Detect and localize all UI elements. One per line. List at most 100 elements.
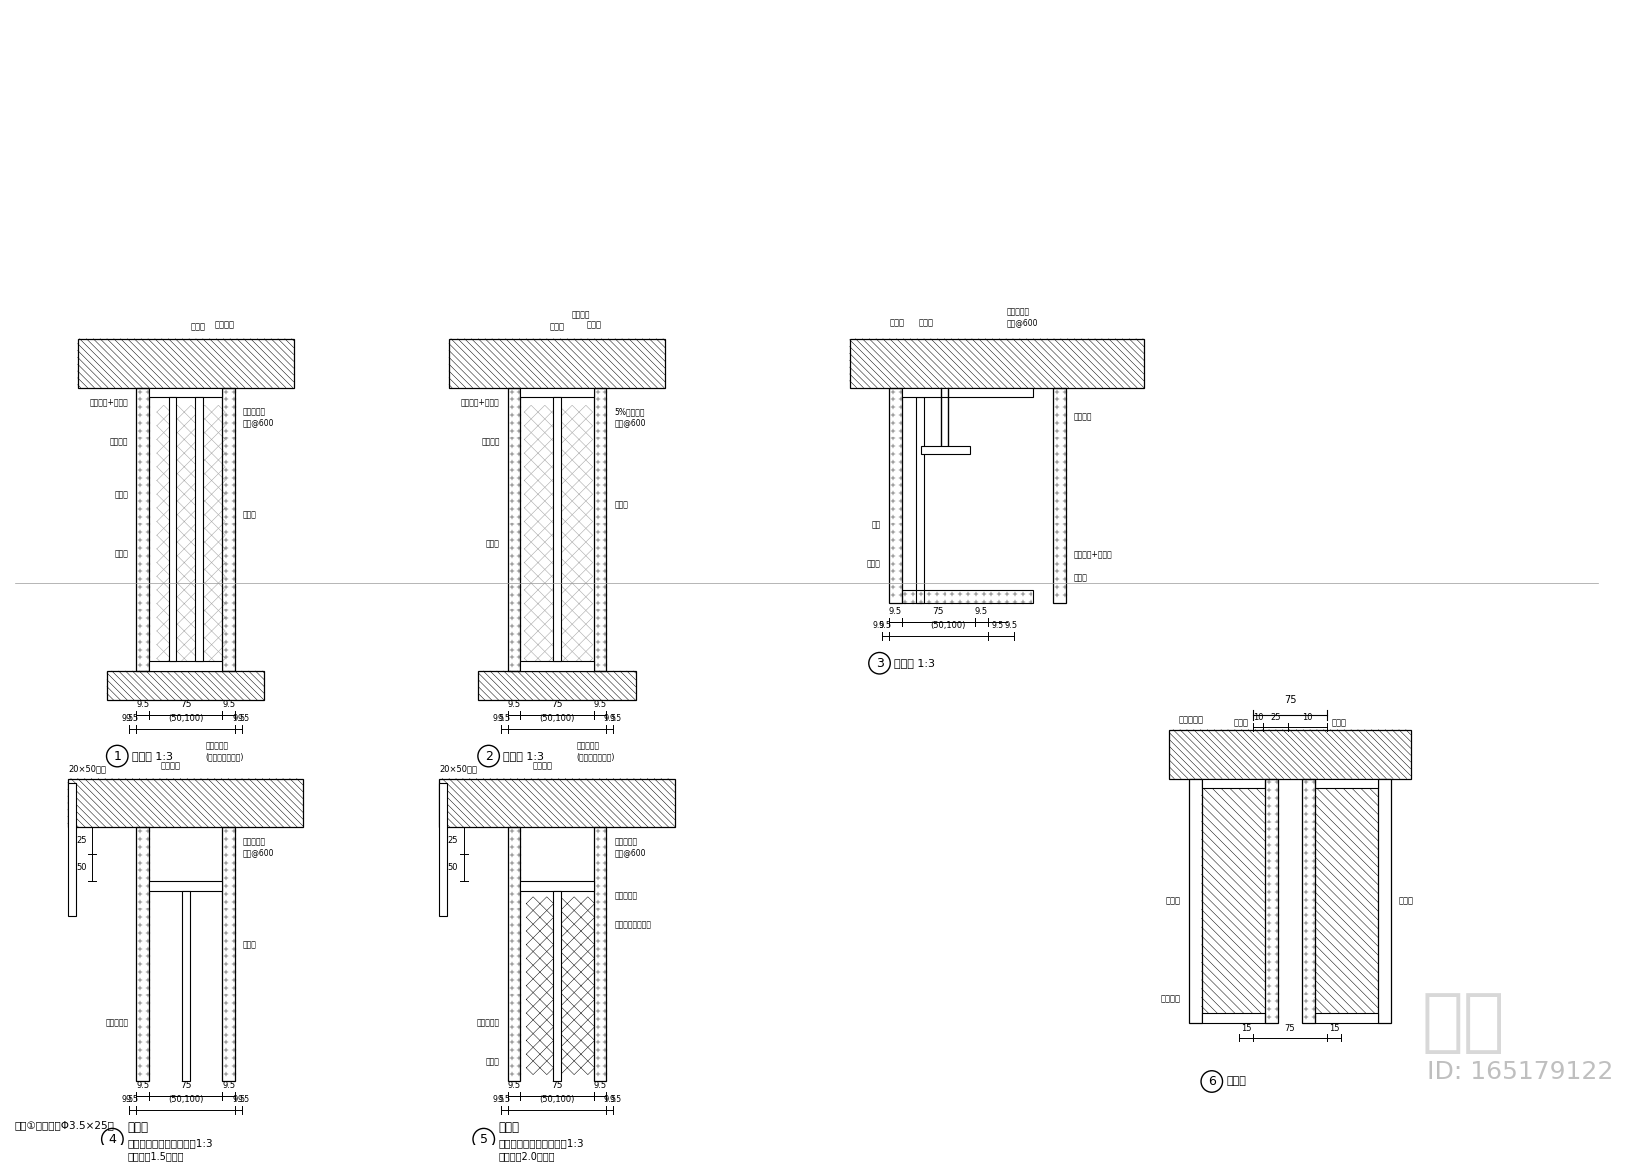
Text: ID: 165179122: ID: 165179122: [1427, 1060, 1613, 1083]
Text: 知末: 知末: [1422, 989, 1505, 1057]
Text: 9.5: 9.5: [137, 1081, 150, 1090]
Text: 75: 75: [552, 700, 562, 709]
Text: 活顶龙子: 活顶龙子: [572, 310, 590, 319]
Text: 4: 4: [109, 1132, 117, 1145]
Text: 密封胶: 密封胶: [918, 318, 934, 327]
Text: 9.5: 9.5: [1004, 621, 1017, 630]
Text: (50,100): (50,100): [168, 1095, 203, 1104]
Text: 隔音板填夹
(耐火、隔音要求): 隔音板填夹 (耐火、隔音要求): [577, 742, 615, 761]
Bar: [478, 671, 636, 700]
Text: 扩边条: 扩边条: [1233, 719, 1249, 727]
Text: 9.5: 9.5: [603, 1095, 616, 1104]
Text: 9.5: 9.5: [888, 607, 901, 616]
Text: 9.5: 9.5: [992, 621, 1004, 630]
Text: 5%螺螺栓或
射钉@600: 5%螺螺栓或 射钉@600: [615, 408, 646, 426]
Text: 6: 6: [1208, 1075, 1216, 1088]
Text: 吊顶: 吊顶: [872, 520, 882, 529]
Bar: [137, 827, 148, 1081]
Text: 20×50角钢: 20×50角钢: [68, 764, 105, 774]
Text: 耐火石膏板: 耐火石膏板: [105, 1018, 129, 1028]
Text: 9.5: 9.5: [508, 1081, 521, 1090]
Text: 9.5: 9.5: [237, 714, 250, 722]
Text: (50,100): (50,100): [539, 1095, 575, 1104]
Bar: [850, 339, 1144, 388]
Text: 泡音遮板夹
(耐火、隔音要求): 泡音遮板夹 (耐火、隔音要求): [206, 742, 244, 761]
Text: 5: 5: [480, 1132, 488, 1145]
Bar: [137, 388, 148, 671]
Text: 9.5: 9.5: [237, 1095, 250, 1104]
Text: 顶部允许相对偏移（一）1:3: 顶部允许相对偏移（一）1:3: [127, 1138, 213, 1148]
Bar: [901, 388, 1033, 397]
Text: 75: 75: [552, 1081, 562, 1090]
Bar: [440, 778, 674, 827]
Text: 耐火石膏板: 耐火石膏板: [476, 1018, 499, 1028]
Text: 石膏板: 石膏板: [867, 559, 882, 569]
Bar: [1315, 778, 1378, 789]
Text: 密封胶: 密封胶: [587, 320, 602, 329]
Text: 9.5: 9.5: [122, 1095, 133, 1104]
Text: 吊顶龙骨: 吊顶龙骨: [1073, 412, 1093, 422]
Text: 3: 3: [875, 657, 883, 670]
Bar: [222, 388, 236, 671]
Text: 10: 10: [1252, 713, 1264, 722]
Bar: [921, 446, 971, 454]
Text: 9.5: 9.5: [610, 714, 621, 722]
Text: 10: 10: [1302, 713, 1312, 722]
Text: 9.5: 9.5: [122, 714, 133, 722]
Bar: [1188, 778, 1201, 1023]
Text: 接缝音: 接缝音: [191, 322, 206, 331]
Text: 浮支龙骨: 浮支龙骨: [214, 320, 236, 329]
Text: 9.5: 9.5: [603, 714, 616, 722]
Text: 1: 1: [114, 749, 122, 763]
Text: 75: 75: [1284, 696, 1297, 705]
Bar: [1315, 1014, 1378, 1023]
Text: 9.5: 9.5: [125, 714, 138, 722]
Text: 9.5: 9.5: [137, 700, 150, 709]
Bar: [77, 339, 293, 388]
Text: （耐火板1.5小时）: （耐火板1.5小时）: [127, 1151, 183, 1160]
Text: 石膏板: 石膏板: [486, 539, 499, 549]
Text: 密上胶: 密上胶: [890, 318, 905, 327]
Text: 25: 25: [1271, 713, 1280, 722]
Text: 9.5: 9.5: [498, 1095, 511, 1104]
Text: 接缝纸带+接缝音: 接缝纸带+接缝音: [1073, 549, 1112, 558]
Text: 20×50角钢: 20×50角钢: [440, 764, 478, 774]
Text: 剖面图: 剖面图: [127, 1121, 148, 1134]
Bar: [448, 339, 666, 388]
Bar: [1170, 729, 1411, 778]
Text: 竖缝勇所以上穿斯: 竖缝勇所以上穿斯: [615, 920, 651, 930]
Text: 9.5: 9.5: [493, 1095, 504, 1104]
Text: 9.5: 9.5: [498, 714, 511, 722]
Text: 注：①螺钉采用Φ3.5×25。: 注：①螺钉采用Φ3.5×25。: [15, 1121, 114, 1130]
Text: 膨胀螺栓或
射钉@600: 膨胀螺栓或 射钉@600: [242, 408, 274, 426]
Text: 75: 75: [180, 1081, 191, 1090]
Text: 泡音龙骨: 泡音龙骨: [532, 762, 552, 771]
Text: 扩边条: 扩边条: [1332, 719, 1346, 727]
Text: 9.5: 9.5: [593, 700, 606, 709]
Text: 顶部允许相对偏移（二）1:3: 顶部允许相对偏移（二）1:3: [498, 1138, 583, 1148]
Text: 9.5: 9.5: [232, 714, 246, 722]
Bar: [521, 388, 593, 397]
Bar: [508, 827, 521, 1081]
Text: 自攻螺钉: 自攻螺钉: [1160, 994, 1182, 1003]
Bar: [901, 589, 1033, 602]
Bar: [1201, 1014, 1266, 1023]
Bar: [593, 388, 606, 671]
Bar: [1302, 778, 1315, 1023]
Text: 泡音龙骨: 泡音龙骨: [162, 762, 181, 771]
Bar: [148, 388, 222, 397]
Bar: [554, 891, 560, 1081]
Text: 15: 15: [1241, 1024, 1251, 1032]
Bar: [68, 783, 76, 917]
Text: 白攻螺钉: 白攻螺钉: [110, 437, 129, 446]
Text: 伸缩缝: 伸缩缝: [1226, 1076, 1246, 1087]
Text: 25: 25: [76, 835, 86, 845]
Bar: [222, 827, 236, 1081]
Text: (50,100): (50,100): [929, 621, 966, 630]
Bar: [888, 388, 901, 602]
Text: 75: 75: [933, 607, 944, 616]
Bar: [521, 881, 593, 891]
Text: 接缝音: 接缝音: [549, 322, 565, 331]
Text: 白攻螺钉: 白攻螺钉: [481, 437, 499, 446]
Bar: [440, 783, 447, 917]
